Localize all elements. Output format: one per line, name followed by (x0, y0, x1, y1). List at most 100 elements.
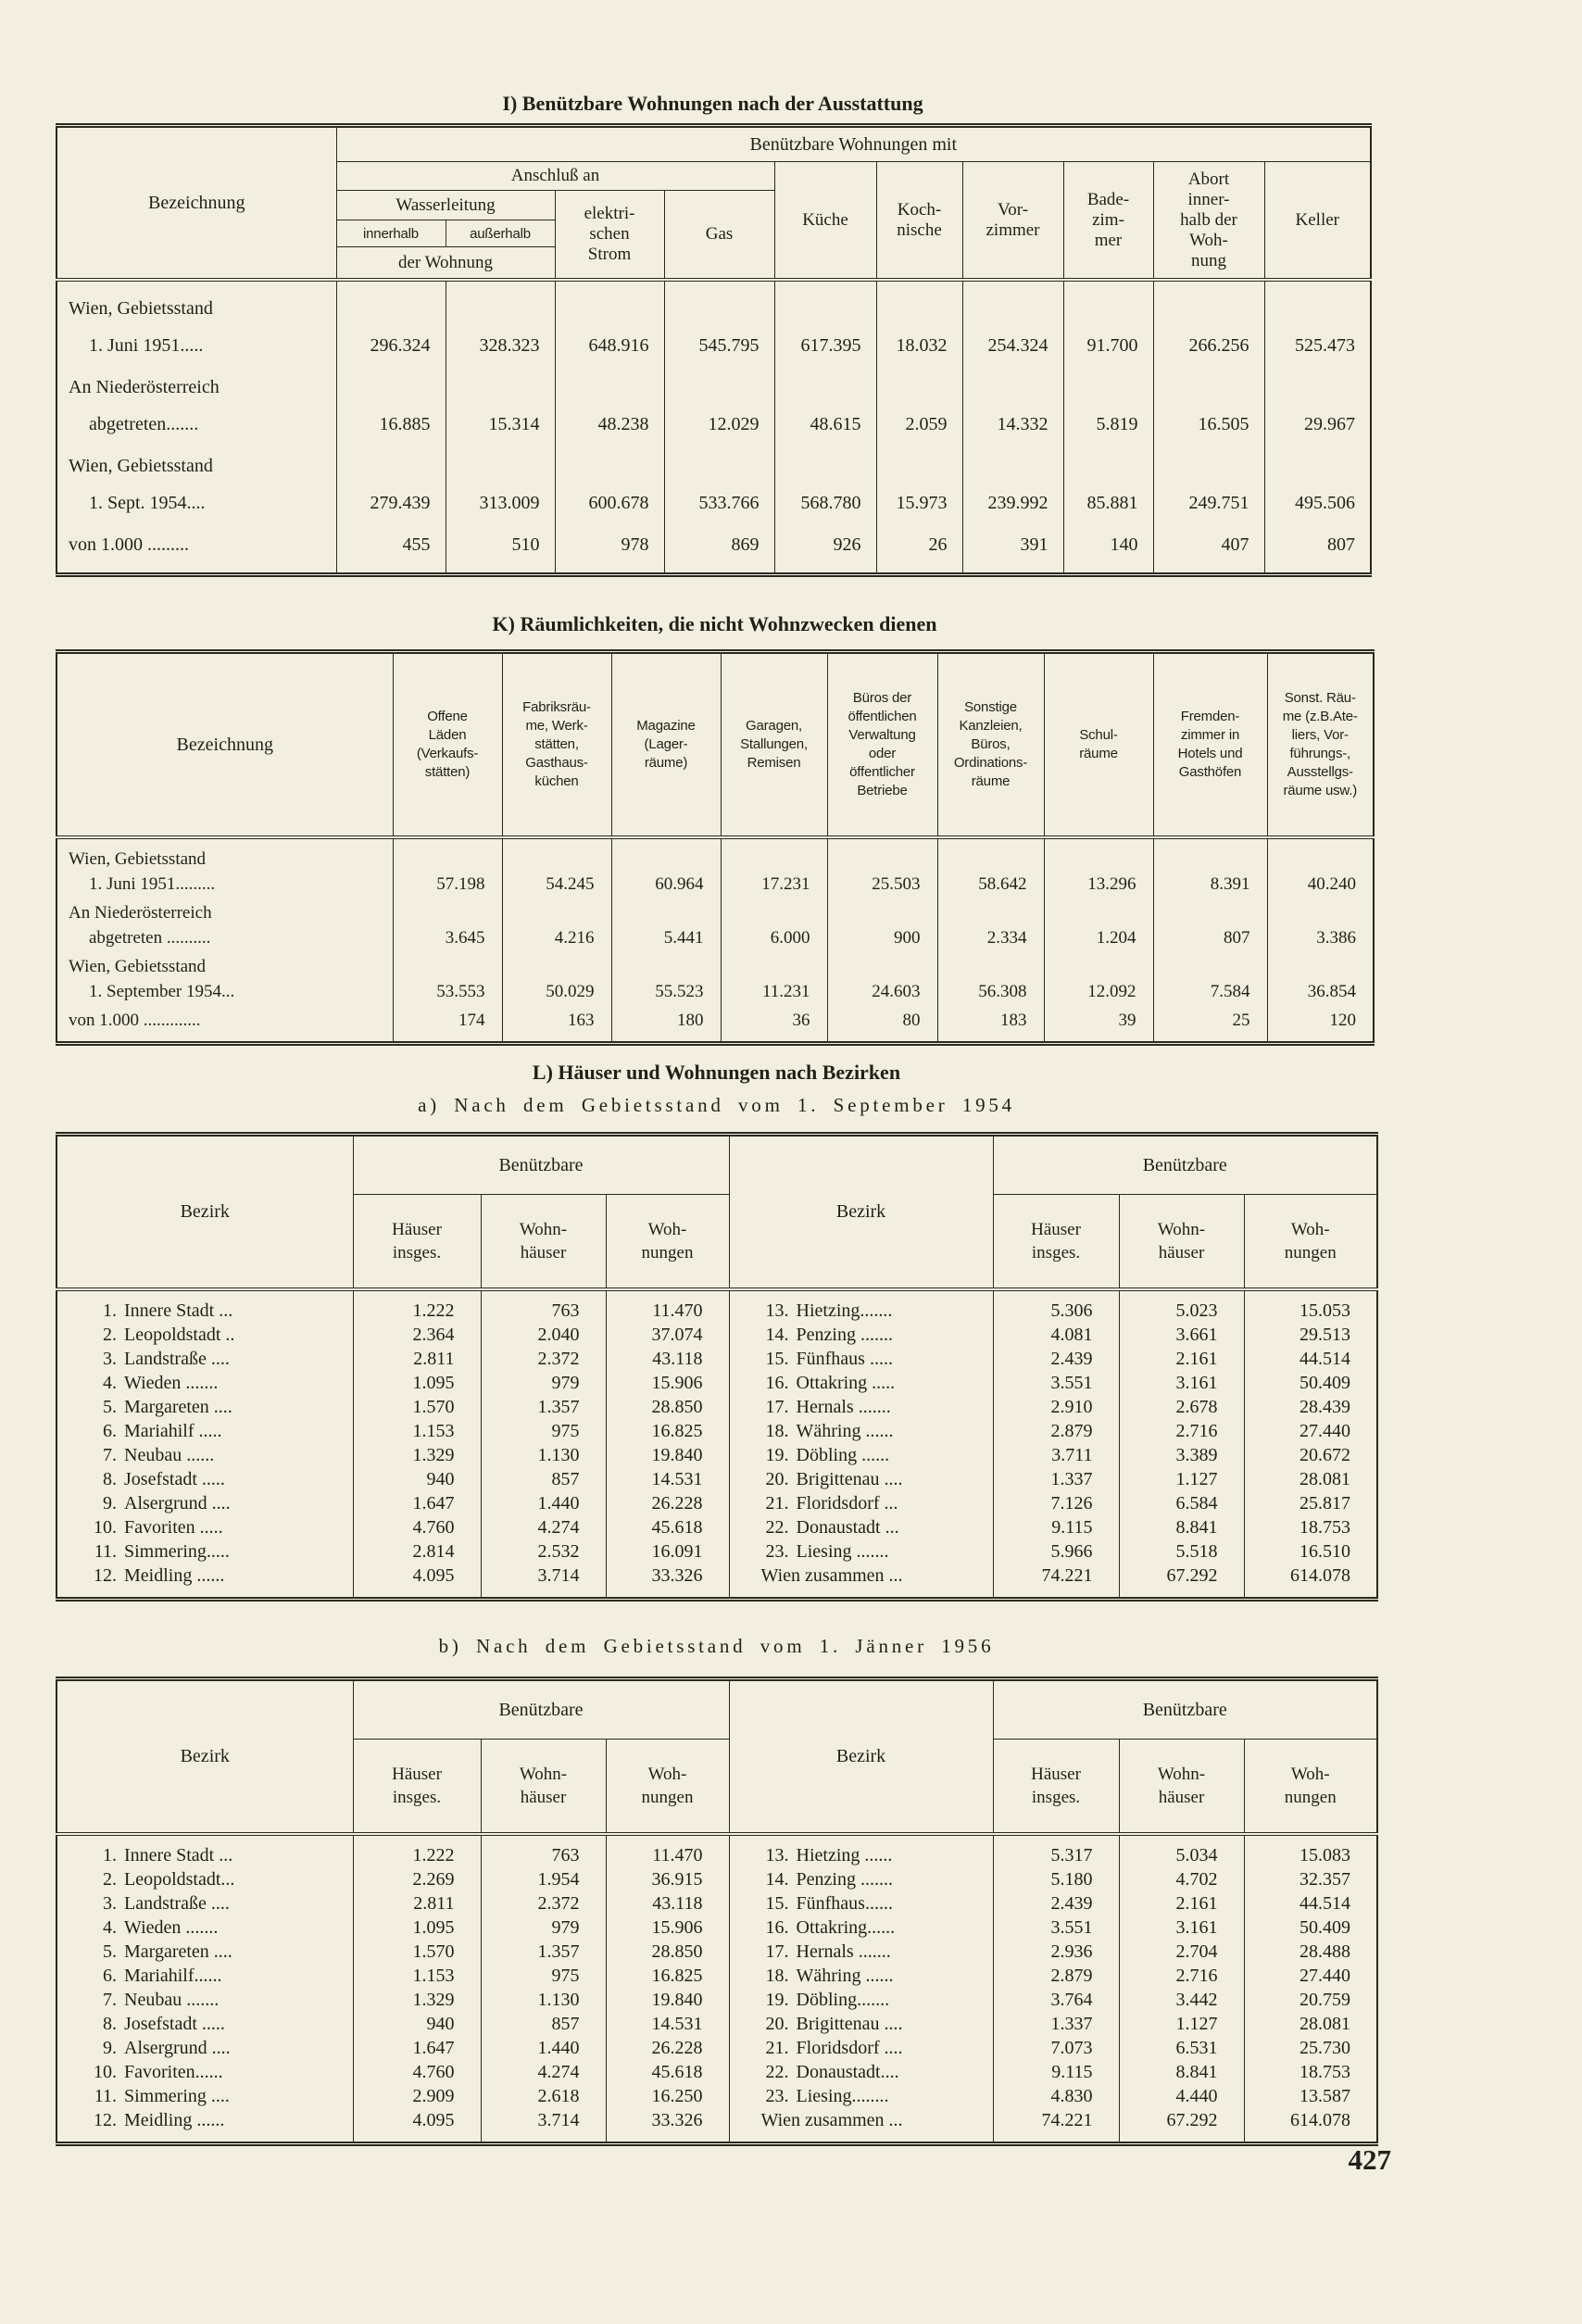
value-cell: 174 (392, 1004, 502, 1044)
value-cell: 27.440 (1243, 1964, 1378, 1988)
district-row: 7. Neubau ....... 1.329 1.130 19.840 19. D… (56, 1988, 1378, 2012)
value-cell: 1.440 (480, 1491, 606, 1515)
value-cell: 1.647 (352, 2036, 481, 2060)
district-label: 19. Döbling....... (728, 1988, 994, 2012)
value-cell: 5.317 (992, 1832, 1120, 1867)
value-cell: 43.118 (605, 1891, 730, 1916)
row-label: Wien, Gebietsstand 1. Juni 1951..... (56, 278, 336, 364)
district-row: 12. Meidling ...... 4.095 3.714 33.326 Wi… (56, 2108, 1378, 2144)
value-cell: 43.118 (605, 1347, 730, 1371)
value-cell: 1.095 (352, 1916, 481, 1940)
value-cell: 4.274 (480, 1515, 606, 1539)
value-cell: 5.441 (610, 897, 721, 950)
value-cell: 614.078 (1243, 2108, 1378, 2144)
district-label: 4. Wieden ....... (103, 1373, 219, 1393)
table-l-a-wrap: Bezirk Benützbare Bezirk Benützbare Häus… (56, 1132, 1379, 1602)
value-cell: 648.916 (554, 278, 664, 364)
district-label: 20. Brigittenau .... (728, 2012, 994, 2036)
value-cell: 58.642 (936, 835, 1044, 897)
district-label: 13. Hietzing ...... (728, 1832, 994, 1867)
value-cell: 29.967 (1263, 364, 1372, 443)
value-cell: 1.440 (480, 2036, 606, 2060)
table-l-b-wrap: Bezirk Benützbare Bezirk Benützbare Häus… (56, 1677, 1379, 2146)
col-header-fabriksraeume: Fabriksräu- me, Werk- stätten, Gasthaus-… (501, 651, 611, 837)
value-cell: 2.269 (352, 1867, 481, 1891)
value-cell: 27.440 (1243, 1419, 1378, 1443)
value-cell: 2.936 (992, 1940, 1120, 1964)
row-label: An Niederösterreich abgetreten....... (69, 377, 220, 434)
district-row: 7. Neubau ...... 1.329 1.130 19.840 19. Dö… (56, 1443, 1378, 1467)
value-cell: 25 (1152, 1004, 1267, 1044)
district-label: 17. Hernals ....... (728, 1940, 994, 1964)
col-header-benutzbare-left: Benützbare (352, 1134, 730, 1195)
value-cell: 15.906 (605, 1916, 730, 1940)
value-cell: 6.000 (720, 897, 827, 950)
col-header-haeuser-insges: Häuser insges. (992, 1739, 1120, 1834)
value-cell: 74.221 (992, 2108, 1120, 2144)
value-cell: 5.034 (1118, 1832, 1245, 1867)
value-cell: 900 (826, 897, 937, 950)
value-cell: 4.081 (992, 1323, 1120, 1347)
district-row: 10. Favoriten ..... 4.760 4.274 45.618 22… (56, 1515, 1378, 1539)
value-cell: 5.518 (1118, 1539, 1245, 1564)
col-header-innerhalb: innerhalb (363, 225, 419, 242)
table-i: Bezeichnung Benützbare Wohnungen mit Ans… (56, 123, 1373, 577)
district-label: 21. Floridsdorf .... (728, 2036, 994, 2060)
district-label: 17. Hernals ....... (728, 1395, 994, 1419)
value-cell: 13.296 (1043, 835, 1153, 897)
value-cell: 525.473 (1263, 278, 1372, 364)
district-label: 23. Liesing........ (728, 2084, 994, 2108)
value-cell: 3.551 (992, 1916, 1120, 1940)
value-cell: 20.759 (1243, 1988, 1378, 2012)
district-row: 2. Leopoldstadt... 2.269 1.954 36.915 14.… (56, 1867, 1378, 1891)
value-cell: 7.584 (1152, 950, 1267, 1004)
value-cell: 183 (936, 1004, 1044, 1044)
value-cell: 495.506 (1263, 443, 1372, 521)
value-cell: 48.238 (554, 364, 664, 443)
value-cell: 4.095 (352, 1564, 481, 1600)
district-row: 1. Innere Stadt ... 1.222 763 11.470 13. H… (56, 1832, 1378, 1867)
value-cell: 614.078 (1243, 1564, 1378, 1600)
district-label: 3. Landstraße .... (103, 1349, 230, 1369)
value-cell: 3.711 (992, 1443, 1120, 1467)
value-cell: 3.551 (992, 1371, 1120, 1395)
district-label: 16. Ottakring ..... (728, 1371, 994, 1395)
value-cell: 36 (720, 1004, 827, 1044)
value-cell: 1.357 (480, 1940, 606, 1964)
table-k-wrap: Bezeichnung Offene Läden (Verkaufs- stät… (56, 649, 1375, 1046)
value-cell: 2.716 (1118, 1964, 1245, 1988)
district-label: 5. Margareten .... (103, 1941, 232, 1962)
value-cell: 3.442 (1118, 1988, 1245, 2012)
value-cell: 3.161 (1118, 1916, 1245, 1940)
col-header-wohnhaeuser: Wohn- häuser (480, 1194, 606, 1289)
value-cell: 19.840 (605, 1988, 730, 2012)
district-row: 3. Landstraße .... 2.811 2.372 43.118 15.… (56, 1347, 1378, 1371)
row-label: Wien, Gebietsstand 1. September 1954... (69, 957, 235, 1001)
table-l-a: Bezirk Benützbare Bezirk Benützbare Häus… (56, 1132, 1379, 1602)
value-cell: 1.127 (1118, 2012, 1245, 2036)
value-cell: 1.222 (352, 1832, 481, 1867)
district-label: 8. Josefstadt ..... (103, 2014, 225, 2034)
district-row: 9. Alsergrund .... 1.647 1.440 26.228 21.… (56, 1491, 1378, 1515)
district-row: 6. Mariahilf...... 1.153 975 16.825 18. Wä… (56, 1964, 1378, 1988)
value-cell: 91.700 (1062, 278, 1153, 364)
district-label: 22. Donaustadt.... (728, 2060, 994, 2084)
value-cell: 11.231 (720, 950, 827, 1004)
value-cell: 25.503 (826, 835, 937, 897)
value-cell: 2.879 (992, 1419, 1120, 1443)
value-cell: 25.817 (1243, 1491, 1378, 1515)
district-label: 15. Fünfhaus...... (728, 1891, 994, 1916)
col-header-bezirk-left: Bezirk (180, 1201, 230, 1222)
district-label: 22. Donaustadt ... (728, 1515, 994, 1539)
value-cell: 14.531 (605, 1467, 730, 1491)
value-cell: 32.357 (1243, 1867, 1378, 1891)
value-cell: 5.966 (992, 1539, 1120, 1564)
value-cell: 1.153 (352, 1419, 481, 1443)
value-cell: 4.274 (480, 2060, 606, 2084)
value-cell: 33.326 (605, 1564, 730, 1600)
district-label: 15. Fünfhaus ..... (728, 1347, 994, 1371)
value-cell: 1.570 (352, 1940, 481, 1964)
row-label: von 1.000 ............. (69, 1011, 201, 1030)
value-cell: 249.751 (1152, 443, 1264, 521)
col-header-offene-laeden: Offene Läden (Verkaufs- stätten) (416, 709, 479, 780)
